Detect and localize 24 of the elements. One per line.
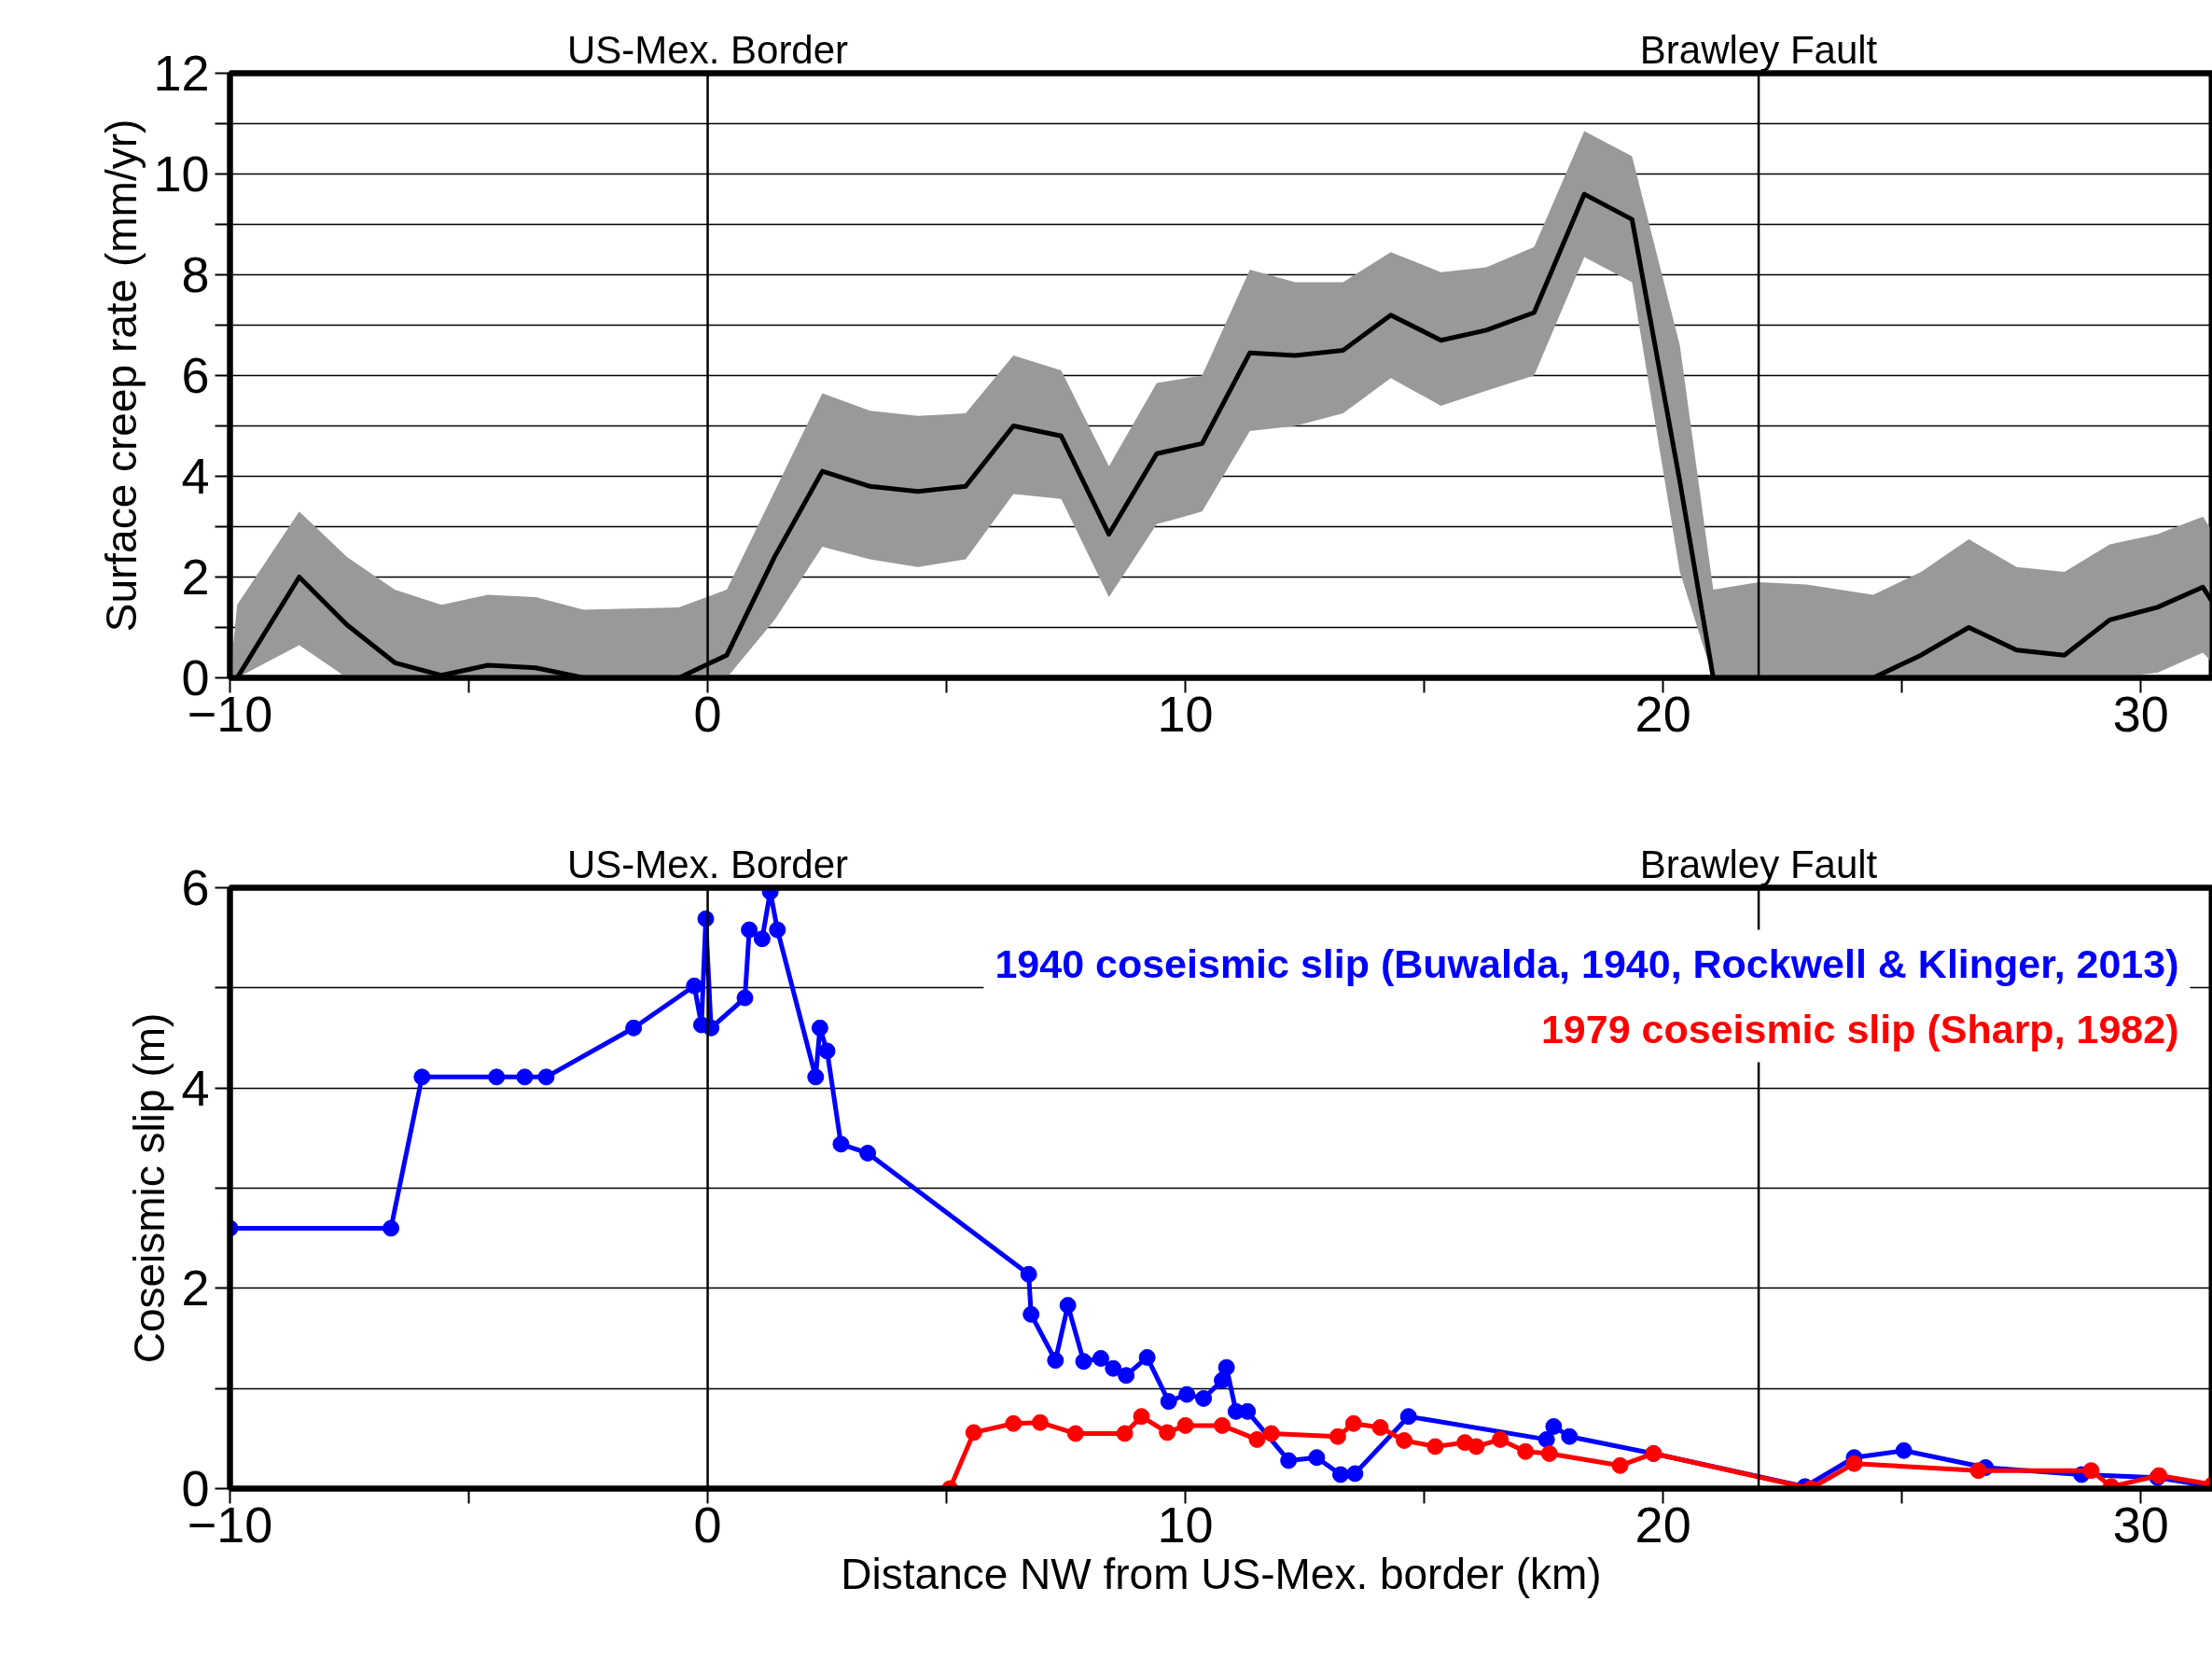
text: 1979 coseismic slip (Sharp, 1982) [1540, 1006, 2179, 1051]
y-axis-title: Surface creep rate (mm/yr) [97, 118, 146, 633]
x-tick-label: 10 [1157, 685, 1214, 742]
y-tick-label: 10 [153, 146, 210, 202]
y-tick-label: 8 [181, 246, 210, 302]
y-tick-label: 12 [153, 45, 210, 101]
x-tick-label: 30 [2112, 1496, 2169, 1553]
y-tick-label: 2 [181, 549, 210, 605]
y-tick-label: 6 [181, 347, 210, 403]
ref-line-label: Brawley Fault [1639, 842, 1878, 886]
ref-line-label: US-Mex. Border [567, 842, 849, 886]
y-tick-label: 4 [181, 448, 210, 504]
y-axis-title: Coseismic slip (m) [125, 1012, 174, 1364]
x-tick-label: 30 [2112, 685, 2169, 742]
y-tick-label: 4 [181, 1059, 210, 1116]
x-tick-label: 20 [1635, 1496, 1691, 1553]
text: 1940 coseismic slip (Buwalda, 1940, Rockwell & Klinger, 2013) [995, 940, 2179, 986]
ref-line-label: Brawley Fault [1639, 27, 1878, 72]
x-tick-label: 0 [693, 685, 722, 742]
ref-line-label: US-Mex. Border [567, 27, 849, 72]
y-tick-label: 2 [181, 1260, 210, 1316]
x-tick-label: 0 [693, 1496, 722, 1553]
x-tick-label: 20 [1635, 685, 1691, 742]
y-tick-label: 6 [181, 859, 210, 915]
